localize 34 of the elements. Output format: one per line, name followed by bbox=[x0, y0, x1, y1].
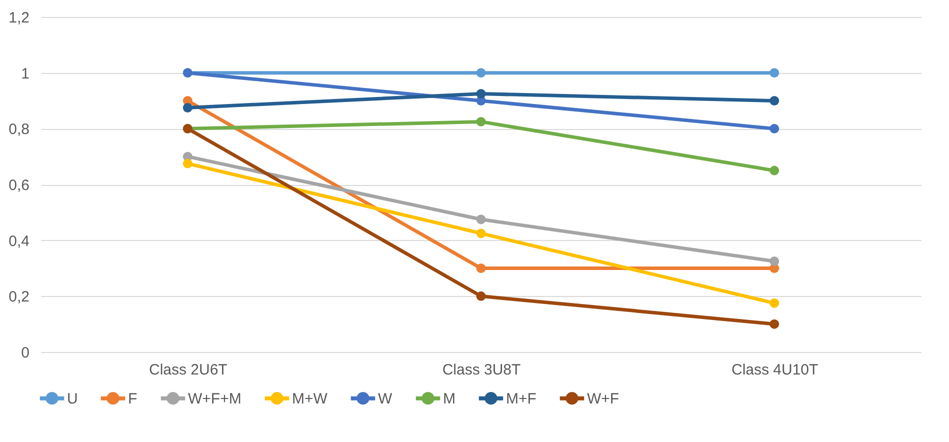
x-tick-label: Class 2U6T bbox=[148, 362, 228, 378]
y-tick-label: 1,2 bbox=[8, 10, 30, 26]
point bbox=[476, 214, 486, 224]
x-tick-label: Class 4U10T bbox=[731, 362, 818, 378]
point bbox=[476, 68, 486, 78]
legend-label: M+F bbox=[506, 390, 536, 408]
point bbox=[476, 291, 486, 301]
point bbox=[770, 319, 780, 329]
y-tick-label: 0,2 bbox=[8, 288, 30, 306]
point bbox=[182, 158, 192, 168]
point bbox=[770, 298, 780, 308]
y-tick-label: 0,4 bbox=[8, 232, 30, 250]
y-tick-label: 0 bbox=[21, 344, 30, 362]
point bbox=[770, 96, 780, 106]
point bbox=[476, 228, 486, 238]
legend-label: F bbox=[128, 390, 138, 408]
point bbox=[770, 124, 780, 134]
legend-label: M bbox=[443, 390, 456, 408]
x-tick-label: Class 3U8T bbox=[442, 362, 521, 378]
y-tick-label: 0,6 bbox=[8, 177, 30, 194]
point bbox=[476, 89, 486, 99]
point bbox=[770, 68, 780, 78]
legend-label: U bbox=[67, 390, 78, 408]
legend-label: M+W bbox=[292, 390, 328, 408]
point bbox=[182, 102, 192, 112]
y-tick-label: 0,8 bbox=[8, 121, 30, 138]
point bbox=[476, 116, 486, 126]
point bbox=[476, 264, 486, 273]
y-tick-label: 1 bbox=[21, 65, 30, 82]
point bbox=[770, 256, 780, 266]
point bbox=[770, 166, 780, 176]
legend-label: W+F bbox=[587, 390, 620, 408]
legend-label: W+F+M bbox=[188, 390, 242, 408]
legend-label: W bbox=[378, 390, 393, 408]
